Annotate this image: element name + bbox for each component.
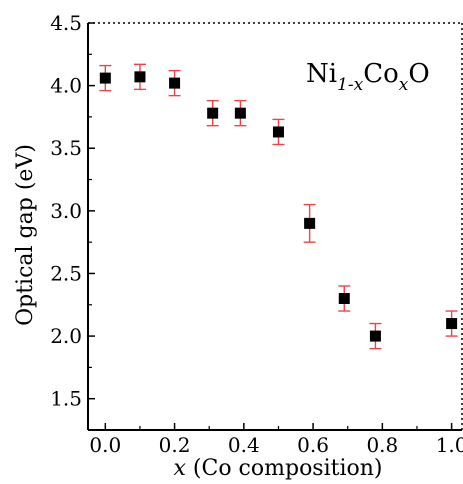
data-marker bbox=[169, 77, 181, 89]
x-tick-label: 0.0 bbox=[89, 433, 121, 457]
x-tick-label: 0.6 bbox=[297, 433, 329, 457]
data-point bbox=[99, 64, 112, 92]
data-point bbox=[445, 310, 458, 337]
data-marker bbox=[234, 107, 246, 119]
y-tick-label: 1.5 bbox=[50, 387, 82, 411]
data-marker bbox=[207, 107, 219, 119]
x-tick-label: 0.8 bbox=[366, 433, 398, 457]
data-point bbox=[168, 69, 181, 97]
x-axis: 0.0 0.2 0.4 0.6 0.8 1.0 bbox=[89, 423, 463, 457]
data-point bbox=[303, 203, 316, 243]
formula-sub-1-x: 1-x bbox=[337, 75, 364, 95]
data-marker bbox=[304, 217, 316, 229]
data-marker bbox=[369, 330, 381, 342]
y-axis-title: Optical gap (eV) bbox=[13, 144, 38, 326]
x-axis-title: x (Co composition) bbox=[173, 456, 382, 481]
data-marker bbox=[338, 293, 350, 305]
formula-co: Co bbox=[363, 59, 399, 89]
data-point bbox=[133, 63, 146, 91]
data-marker bbox=[134, 71, 146, 83]
x-tick-label: 0.4 bbox=[228, 433, 260, 457]
x-tick-label: 0.2 bbox=[159, 433, 191, 457]
formula-ni: Ni bbox=[306, 59, 337, 89]
x-axis-title-variable: x bbox=[173, 456, 186, 481]
data-marker bbox=[446, 318, 458, 330]
data-point bbox=[369, 322, 382, 350]
x-axis-title-text: (Co composition) bbox=[186, 456, 383, 481]
data-point bbox=[272, 118, 285, 146]
data-point bbox=[338, 285, 351, 312]
data-marker bbox=[99, 72, 111, 84]
y-tick-label: 4.0 bbox=[50, 74, 82, 98]
data-series bbox=[99, 63, 458, 350]
data-marker bbox=[272, 126, 284, 138]
formula-sub-x: x bbox=[399, 75, 409, 95]
formula-annotation: Ni1-xCoxO bbox=[306, 59, 430, 95]
y-axis: 1.5 2.0 2.5 3.0 3.5 4.0 4.5 bbox=[50, 11, 95, 411]
data-point bbox=[234, 99, 247, 127]
y-tick-label: 3.0 bbox=[50, 199, 82, 223]
x-tick-label: 1.0 bbox=[436, 433, 463, 457]
y-tick-label: 4.5 bbox=[50, 11, 82, 35]
y-tick-label: 2.0 bbox=[50, 324, 82, 348]
data-point bbox=[206, 99, 219, 127]
y-tick-label: 2.5 bbox=[50, 261, 82, 285]
plot-frame bbox=[87, 22, 463, 431]
formula-o: O bbox=[408, 59, 429, 89]
y-tick-label: 3.5 bbox=[50, 136, 82, 160]
